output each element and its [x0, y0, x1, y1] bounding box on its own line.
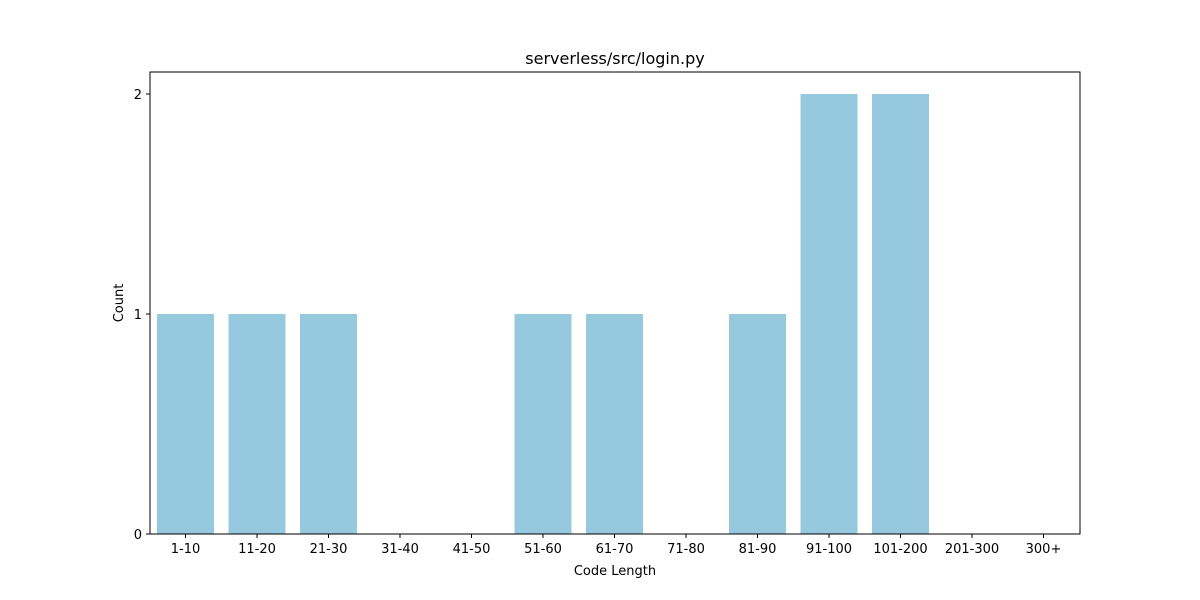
x-tick-label: 71-80 [667, 542, 705, 557]
y-axis-label: Count [112, 284, 127, 323]
bar-51-60 [515, 314, 572, 534]
x-tick-label: 201-300 [945, 542, 999, 557]
bar-101-200 [872, 94, 929, 534]
x-tick-label: 41-50 [453, 542, 491, 557]
x-tick-label: 1-10 [171, 542, 201, 557]
x-tick-label: 61-70 [596, 542, 634, 557]
x-tick-label: 51-60 [524, 542, 562, 557]
x-tick-label: 81-90 [739, 542, 777, 557]
bar-1-10 [157, 314, 214, 534]
bar-11-20 [229, 314, 286, 534]
y-tick-label: 0 [134, 528, 142, 543]
bar-81-90 [729, 314, 786, 534]
bar-21-30 [300, 314, 357, 534]
y-tick-label: 2 [134, 88, 142, 103]
y-tick-label: 1 [134, 308, 142, 323]
x-axis-label: Code Length [574, 564, 656, 579]
x-tick-label: 11-20 [238, 542, 276, 557]
x-tick-label: 101-200 [873, 542, 927, 557]
x-tick-label: 21-30 [310, 542, 348, 557]
x-tick-label: 31-40 [381, 542, 419, 557]
x-tick-label: 91-100 [806, 542, 852, 557]
x-tick-label: 300+ [1026, 542, 1062, 557]
chart-title: serverless/src/login.py [525, 49, 704, 68]
x-axis-ticks: 1-10 11-20 21-30 31-40 41-50 51-60 61-70 71-80 8… [171, 534, 1062, 557]
bar-91-100 [801, 94, 858, 534]
y-axis-ticks: 0 1 2 [134, 88, 150, 543]
bars-group [157, 94, 929, 534]
bar-61-70 [586, 314, 643, 534]
